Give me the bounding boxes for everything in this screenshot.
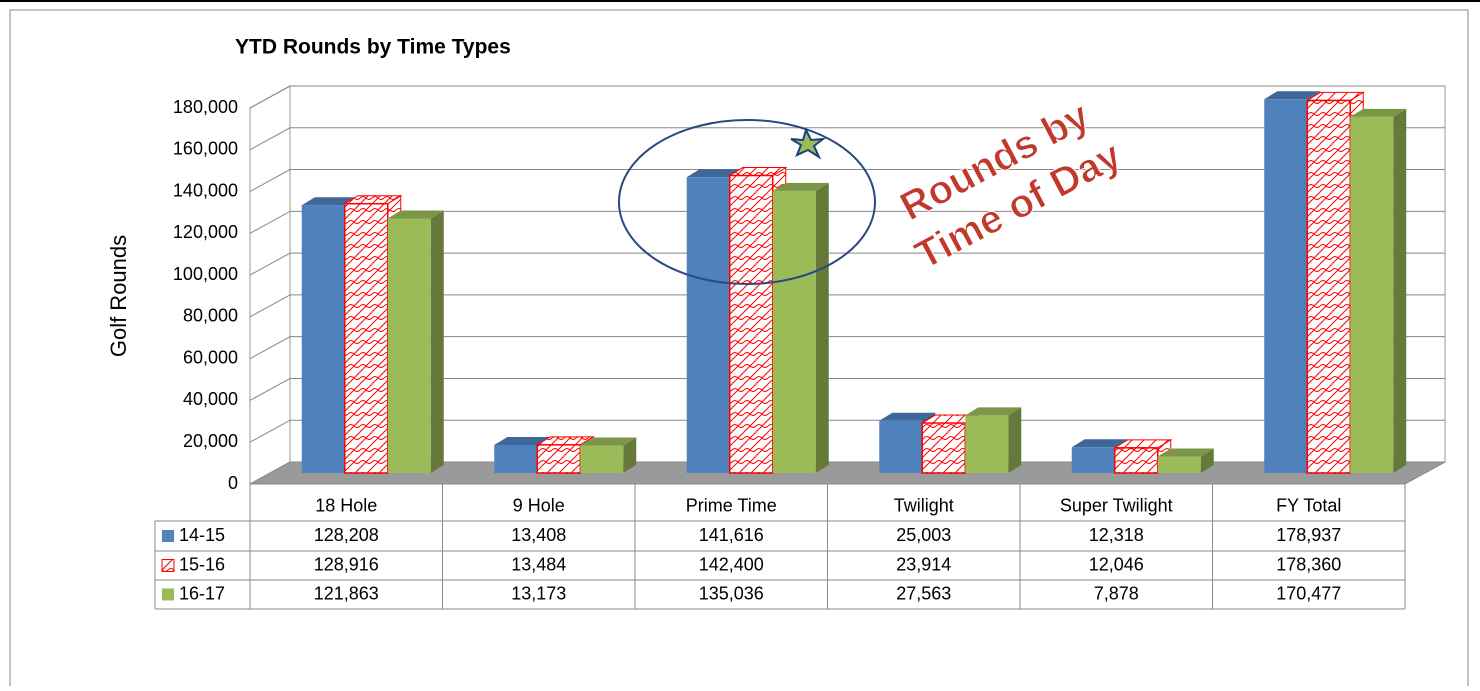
- legend-label: 14-15: [179, 525, 225, 545]
- table-value: 178,937: [1276, 525, 1341, 545]
- bar-side: [623, 437, 637, 473]
- table-value: 12,046: [1089, 554, 1144, 574]
- grid-line: [249, 127, 1445, 151]
- grid-line: [249, 336, 1445, 360]
- y-tick-label: 140,000: [173, 180, 238, 200]
- y-tick-label: 0: [228, 473, 238, 493]
- table-value: 13,173: [511, 583, 566, 603]
- y-tick-label: 20,000: [183, 431, 238, 451]
- table-value: 12,318: [1089, 525, 1144, 545]
- bar: [344, 202, 389, 474]
- y-tick-label: 120,000: [173, 222, 238, 242]
- bar: [536, 444, 581, 474]
- bar-side: [815, 182, 829, 473]
- chart-title: YTD Rounds by Time Types: [235, 36, 511, 59]
- bar: [921, 422, 966, 474]
- bar-top: [494, 436, 551, 445]
- bar-side: [1393, 108, 1407, 473]
- table-value: 13,484: [511, 554, 566, 574]
- bar-top: [1264, 91, 1321, 100]
- bar-top: [1071, 439, 1128, 448]
- bar: [1157, 456, 1201, 473]
- bar: [494, 444, 538, 473]
- y-tick-label: 180,000: [173, 97, 238, 117]
- bar: [1264, 99, 1308, 473]
- y-tick-label: 160,000: [173, 139, 238, 159]
- bar: [301, 205, 345, 473]
- plot: 0 20,000 40,000 60,000 80,000 100,000 120,000 1…: [154, 85, 1446, 610]
- table-value: 121,863: [314, 583, 379, 603]
- y-axis-label: Golf Rounds: [106, 235, 131, 357]
- table-value: 27,563: [896, 583, 951, 603]
- bar-side: [1200, 448, 1214, 473]
- bar: [1071, 447, 1115, 473]
- y-tick-label: 40,000: [183, 389, 238, 409]
- star: [790, 127, 827, 160]
- y-tick-label: 100,000: [173, 264, 238, 284]
- table-value: 141,616: [699, 525, 764, 545]
- x-tick-label: 9 Hole: [513, 495, 565, 515]
- bar-top: [301, 197, 358, 206]
- table-value: 7,878: [1094, 583, 1139, 603]
- legend-label: 16-17: [179, 583, 225, 603]
- table-value: 128,916: [314, 554, 379, 574]
- x-tick-label: Twilight: [894, 495, 954, 515]
- grid-line: [249, 169, 1445, 192]
- table-value: 170,477: [1276, 583, 1341, 603]
- bar: [879, 420, 923, 473]
- bar-top: [965, 407, 1022, 416]
- y-tick-label: 80,000: [183, 306, 238, 326]
- table-value: 13,408: [511, 525, 566, 545]
- highlight-ellipse: [618, 119, 876, 285]
- bar-side: [1008, 407, 1022, 473]
- bar: [1306, 99, 1351, 474]
- bar-top: [1350, 108, 1407, 117]
- bar: [729, 174, 774, 474]
- bar-top: [879, 412, 936, 421]
- bar-side: [430, 210, 444, 474]
- legend-swatch: [162, 588, 174, 601]
- table-value: 178,360: [1276, 554, 1341, 574]
- x-tick-label: 18 Hole: [315, 495, 377, 515]
- bar-top: [387, 210, 444, 219]
- chart-frame: [9, 9, 1469, 691]
- grid-line: [249, 252, 1445, 276]
- bar: [1114, 447, 1159, 474]
- grid-line: [249, 294, 1445, 318]
- table-value: 23,914: [896, 554, 951, 574]
- bar-top: [580, 437, 637, 446]
- bar-top: [1157, 448, 1214, 457]
- grid-line: [249, 85, 1445, 109]
- bar-top: [686, 169, 743, 178]
- table-value: 142,400: [699, 554, 764, 574]
- table-value: 25,003: [896, 525, 951, 545]
- legend-label: 15-16: [179, 554, 225, 574]
- bar: [1350, 116, 1394, 473]
- legend-swatch: [162, 530, 174, 542]
- bar: [387, 218, 431, 473]
- bar: [686, 177, 730, 473]
- bar-top: [772, 182, 829, 191]
- table-value: 135,036: [699, 583, 764, 603]
- bar: [580, 445, 624, 473]
- bar: [965, 415, 1009, 473]
- grid-line: [249, 377, 1445, 401]
- bar: [772, 190, 816, 473]
- side-wall: [249, 85, 291, 485]
- table-value: 128,208: [314, 525, 379, 545]
- legend-swatch: [161, 559, 175, 572]
- x-tick-label: FY Total: [1276, 495, 1341, 515]
- x-tick-label: Prime Time: [686, 495, 777, 515]
- grid-line: [249, 210, 1445, 234]
- y-tick-label: 60,000: [183, 347, 238, 367]
- grid-line: [249, 419, 1445, 443]
- x-tick-label: Super Twilight: [1060, 495, 1173, 515]
